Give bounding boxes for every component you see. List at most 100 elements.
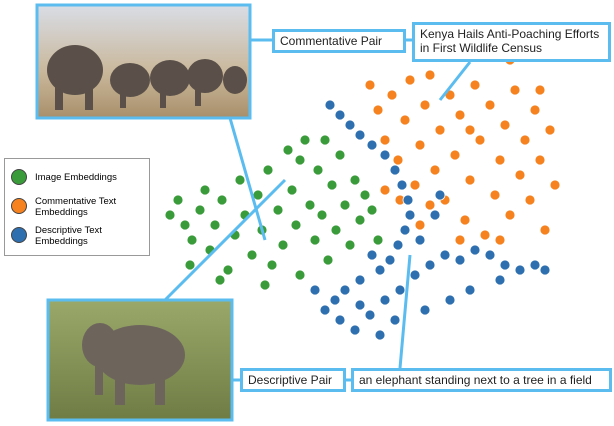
point bbox=[384, 254, 396, 266]
point bbox=[409, 179, 421, 191]
point bbox=[304, 199, 316, 211]
annotation: Commentative Pair bbox=[272, 29, 406, 53]
connector bbox=[228, 117, 267, 241]
point bbox=[399, 114, 411, 126]
point bbox=[266, 259, 278, 271]
point bbox=[429, 209, 441, 221]
point bbox=[209, 219, 221, 231]
point bbox=[354, 299, 366, 311]
point bbox=[434, 189, 446, 201]
point bbox=[454, 254, 466, 266]
point bbox=[372, 234, 384, 246]
connector bbox=[438, 61, 472, 101]
point bbox=[379, 134, 391, 146]
point bbox=[424, 69, 436, 81]
point bbox=[499, 119, 511, 131]
point bbox=[172, 194, 184, 206]
point bbox=[396, 179, 408, 191]
point bbox=[389, 314, 401, 326]
point bbox=[216, 194, 228, 206]
point bbox=[409, 269, 421, 281]
point bbox=[374, 264, 386, 276]
legend-label: Commentative Text Embeddings bbox=[35, 196, 117, 218]
point bbox=[539, 264, 551, 276]
point bbox=[349, 324, 361, 336]
point bbox=[434, 124, 446, 136]
point bbox=[294, 154, 306, 166]
point bbox=[534, 84, 546, 96]
point bbox=[464, 124, 476, 136]
legend: Image Embeddings Commentative Text Embedd… bbox=[4, 158, 150, 256]
point bbox=[259, 279, 271, 291]
point bbox=[404, 209, 416, 221]
point bbox=[402, 194, 414, 206]
point bbox=[366, 204, 378, 216]
point bbox=[339, 284, 351, 296]
point bbox=[449, 149, 461, 161]
point bbox=[514, 264, 526, 276]
point bbox=[519, 134, 531, 146]
point bbox=[489, 189, 501, 201]
point bbox=[354, 214, 366, 226]
point bbox=[194, 204, 206, 216]
annotation: an elephant standing next to a tree in a… bbox=[351, 368, 612, 392]
point bbox=[454, 234, 466, 246]
point bbox=[439, 249, 451, 261]
point bbox=[319, 134, 331, 146]
point bbox=[544, 124, 556, 136]
point bbox=[504, 209, 516, 221]
point bbox=[312, 164, 324, 176]
point bbox=[344, 239, 356, 251]
point bbox=[272, 204, 284, 216]
point bbox=[186, 234, 198, 246]
point bbox=[354, 129, 366, 141]
point bbox=[164, 209, 176, 221]
point bbox=[494, 274, 506, 286]
point bbox=[199, 184, 211, 196]
point bbox=[366, 249, 378, 261]
point bbox=[464, 174, 476, 186]
point bbox=[424, 259, 436, 271]
point bbox=[529, 259, 541, 271]
photo-elephant bbox=[46, 298, 234, 422]
point bbox=[524, 194, 536, 206]
point bbox=[529, 104, 541, 116]
connector bbox=[398, 254, 412, 369]
point bbox=[469, 79, 481, 91]
point bbox=[282, 144, 294, 156]
point bbox=[222, 264, 234, 276]
point bbox=[534, 154, 546, 166]
point bbox=[286, 184, 298, 196]
point bbox=[309, 284, 321, 296]
point bbox=[184, 259, 196, 271]
point bbox=[479, 229, 491, 241]
point bbox=[474, 134, 486, 146]
point bbox=[339, 199, 351, 211]
point bbox=[549, 179, 561, 191]
point bbox=[464, 284, 476, 296]
point bbox=[484, 249, 496, 261]
point bbox=[499, 259, 511, 271]
point bbox=[459, 214, 471, 226]
point bbox=[539, 224, 551, 236]
point bbox=[326, 179, 338, 191]
point bbox=[290, 219, 302, 231]
point bbox=[329, 294, 341, 306]
point bbox=[372, 104, 384, 116]
point bbox=[294, 269, 306, 281]
photo-herd bbox=[35, 3, 252, 120]
point bbox=[324, 99, 336, 111]
legend-swatch bbox=[11, 169, 27, 185]
point bbox=[414, 139, 426, 151]
point bbox=[246, 249, 258, 261]
point bbox=[414, 219, 426, 231]
point bbox=[379, 149, 391, 161]
point bbox=[359, 189, 371, 201]
point bbox=[364, 309, 376, 321]
point bbox=[386, 89, 398, 101]
legend-label: Image Embeddings bbox=[35, 172, 117, 183]
point bbox=[484, 99, 496, 111]
connectors bbox=[163, 38, 472, 382]
point bbox=[316, 209, 328, 221]
